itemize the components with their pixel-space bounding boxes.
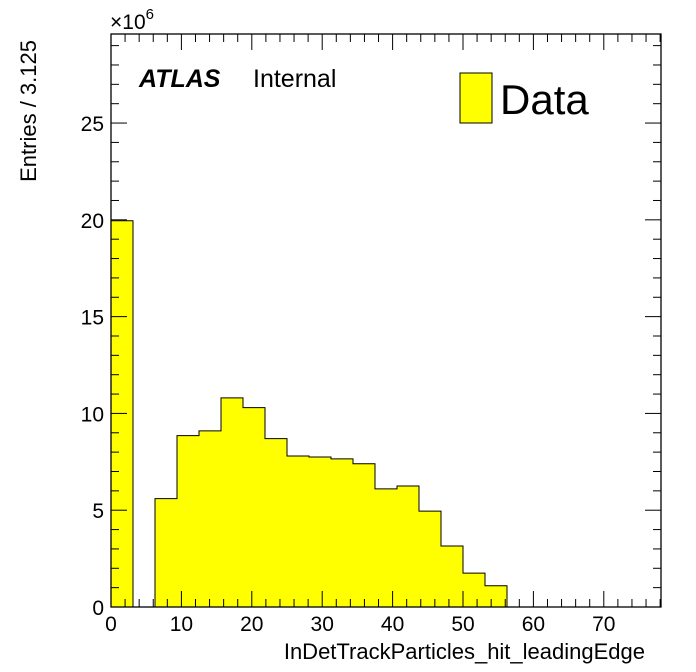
x-tick-label: 40 (381, 613, 404, 636)
histogram-bar (397, 486, 419, 607)
x-tick-label: 20 (240, 613, 263, 636)
y-tick-label: 15 (81, 307, 104, 330)
y-tick-label: 0 (92, 597, 104, 620)
histogram-bar (419, 511, 441, 607)
x-tick-label: 50 (451, 613, 474, 636)
y-tick-label: 25 (81, 113, 104, 136)
x-tick-labels: 0 10 20 30 40 50 60 70 (105, 613, 615, 636)
histogram-bar (155, 498, 177, 607)
x-tick-label: 10 (170, 613, 193, 636)
histogram-bar (243, 407, 265, 607)
x-tick-label: 60 (522, 613, 545, 636)
histogram-bar (353, 463, 375, 607)
x-tick-label: 0 (105, 613, 117, 636)
histogram-bar (287, 456, 309, 607)
axis-ticks (110, 34, 661, 608)
histogram-bar (177, 435, 199, 607)
legend-swatch (459, 72, 493, 124)
y-multiplier: ×106 (110, 6, 154, 34)
legend-label: Data (500, 76, 589, 123)
y-tick-label: 5 (92, 500, 104, 523)
y-multiplier-exponent: 6 (146, 6, 154, 23)
histogram-bar (441, 546, 463, 607)
y-axis-title: Entries / 3.125 (16, 40, 41, 182)
x-tick-label: 30 (311, 613, 334, 636)
histogram-outline (110, 220, 661, 608)
histogram-bar (485, 585, 507, 607)
y-tick-label: 10 (81, 403, 104, 426)
x-tick-label: 70 (592, 613, 615, 636)
histogram-bar (331, 458, 353, 607)
histogram-bar (221, 397, 243, 607)
histogram-bar (199, 430, 221, 607)
y-tick-labels: 0 5 10 15 20 25 (81, 113, 104, 620)
internal-label: Internal (253, 65, 336, 93)
histogram-bar (265, 438, 287, 607)
histogram-bar (375, 488, 397, 607)
x-axis-title: InDetTrackParticles_hit_leadingEdge (284, 639, 645, 664)
plot-frame (110, 33, 662, 608)
histogram-bar (463, 573, 485, 607)
atlas-label: ATLAS (138, 65, 221, 93)
y-tick-label: 20 (81, 210, 104, 233)
histogram-bar (309, 456, 331, 607)
histogram-bars (110, 220, 661, 608)
